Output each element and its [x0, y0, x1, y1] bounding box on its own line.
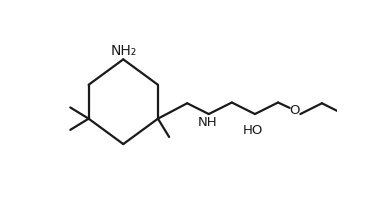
Text: O: O: [290, 104, 300, 117]
Text: NH₂: NH₂: [111, 44, 137, 58]
Text: NH: NH: [198, 116, 218, 129]
Text: HO: HO: [243, 124, 263, 137]
